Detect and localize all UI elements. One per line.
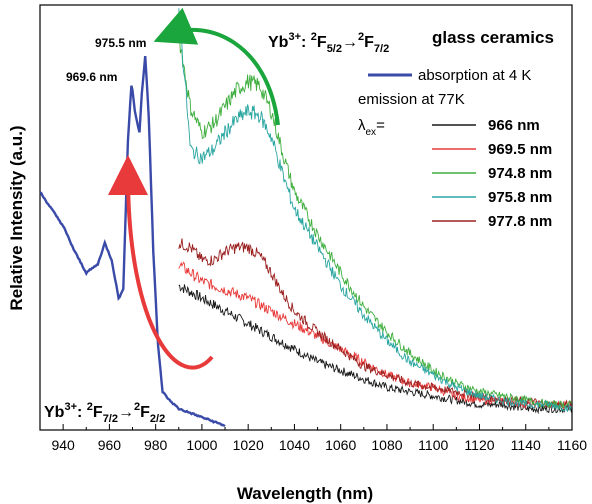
peak-label-969: 969.6 nm xyxy=(66,70,117,84)
x-tick-label: 980 xyxy=(144,437,168,453)
legend-lambda-label: λex= xyxy=(358,117,385,138)
x-tick-label: 1040 xyxy=(279,437,310,453)
x-tick-label: 1100 xyxy=(418,437,448,453)
emission-arrow xyxy=(153,7,280,126)
x-tick-label: 1140 xyxy=(511,437,541,453)
legend-label: 969.5 nm xyxy=(488,141,552,158)
series-line-966-nm xyxy=(178,284,572,415)
plot-frame xyxy=(39,4,573,431)
legend-label: 977.8 nm xyxy=(488,213,552,230)
legend-entries: 966 nm 969.5 nm 974.8 nm 975.8 nm 977.8 nm xyxy=(432,117,552,230)
svg-text:Yb3+: 2F5/2→2F7/2: Yb3+: 2F5/2→2F7/2 xyxy=(268,31,389,55)
x-tick-label: 960 xyxy=(98,437,122,453)
legend-header: glass ceramics xyxy=(432,28,554,47)
x-tick-label: 940 xyxy=(51,437,75,453)
series-layer xyxy=(39,8,572,428)
legend-label: 966 nm xyxy=(488,117,540,134)
legend-absorption-label: absorption at 4 K xyxy=(418,67,531,84)
svg-text:Yb3+: 2F7/2→2F2/2: Yb3+: 2F7/2→2F2/2 xyxy=(44,401,165,425)
x-tick-label: 1020 xyxy=(233,437,264,453)
series-line-974-8-nm xyxy=(178,37,572,410)
y-axis-title: Relative Intensity (a.u.) xyxy=(7,125,26,310)
absorption-arrow xyxy=(108,155,214,370)
legend-label: 975.8 nm xyxy=(488,189,552,206)
x-tick-label: 1060 xyxy=(325,437,356,453)
x-tick-label: 1120 xyxy=(464,437,494,453)
legend-emission-header: emission at 77K xyxy=(358,91,465,108)
series-line-975-8-nm xyxy=(178,8,572,412)
x-axis-title: Wavelength (nm) xyxy=(237,484,373,503)
x-tick-label: 1000 xyxy=(186,437,217,453)
x-axis-ticks: 940 960 980 1000 1020 1040 1060 1080 1100 1120 114… xyxy=(39,424,587,453)
legend-label: 974.8 nm xyxy=(488,165,552,182)
x-tick-label: 1160 xyxy=(557,437,587,453)
emission-transition-label: Yb3+: 2F5/2→2F7/2 xyxy=(268,31,389,55)
absorption-transition-label: Yb3+: 2F7/2→2F2/2 xyxy=(44,401,165,425)
x-tick-label: 1080 xyxy=(371,437,402,453)
legend: glass ceramics absorption at 4 K emissio… xyxy=(358,28,554,230)
series-line-977-8-nm xyxy=(178,238,572,410)
peak-label-975: 975.5 nm xyxy=(95,36,146,50)
series-line-absorption-at-4-k xyxy=(39,55,226,428)
